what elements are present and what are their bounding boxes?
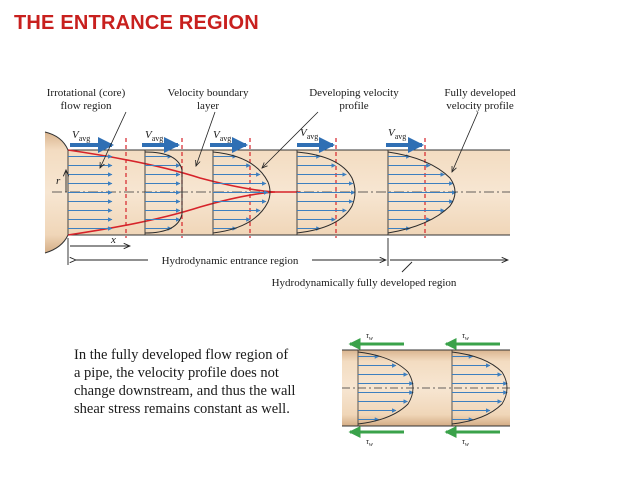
x-label: x: [110, 234, 116, 246]
label-developing-line1: Developing velocity: [309, 87, 399, 99]
label-fully-line2: velocity profile: [446, 100, 514, 112]
developed-region-label: Hydrodynamically fully developed region: [272, 277, 457, 289]
r-label: r: [56, 175, 61, 187]
velocity-profiles: [68, 154, 457, 231]
label-fully-line1: Fully developed: [444, 87, 516, 99]
region-dimensions: [76, 238, 508, 273]
shear-stress-arrows: [348, 338, 500, 438]
caption-line: shear stress remains constant as well.: [74, 401, 290, 417]
svg-text:τw: τw: [462, 437, 469, 448]
tau-w-label: τ: [462, 437, 466, 446]
svg-text:Vavg: Vavg: [388, 127, 406, 141]
caption-line: In the fully developed flow region of: [74, 347, 288, 363]
svg-text:Vavg: Vavg: [72, 129, 90, 143]
tau-w-label: τ: [366, 331, 370, 340]
v-avg-label: V: [72, 129, 80, 141]
label-core-line2: flow region: [60, 100, 112, 112]
v-avg-label: V: [213, 129, 221, 141]
tau-w-label: τ: [462, 331, 466, 340]
caption: In the fully developed flow region of a …: [74, 347, 295, 417]
caption-line: change downstream, and thus the wall: [74, 383, 295, 399]
svg-text:Vavg: Vavg: [145, 129, 163, 143]
page-title: THE ENTRANCE REGION: [14, 12, 259, 34]
v-avg-label: V: [300, 127, 308, 139]
svg-text:τw: τw: [462, 331, 469, 342]
fully-developed-diagram: τw τw τw τw: [342, 331, 510, 448]
svg-text:Vavg: Vavg: [300, 127, 318, 141]
bottom-profile-envelopes: [357, 351, 508, 425]
x-dimension: x: [67, 234, 130, 265]
label-boundary-line2: layer: [197, 100, 219, 112]
v-avg-label: V: [145, 129, 153, 141]
v-avg-label: V: [388, 127, 396, 139]
profile-envelopes: [144, 151, 456, 234]
svg-text:τw: τw: [366, 437, 373, 448]
entrance-region-label: Hydrodynamic entrance region: [162, 255, 299, 267]
svg-text:τw: τw: [366, 331, 373, 342]
bottom-velocity-profiles: [358, 354, 508, 422]
label-developing-line2: profile: [339, 100, 368, 112]
r-axis: r: [56, 170, 66, 192]
leader-lines: [100, 111, 479, 172]
entrance-region-diagram: Vavg Vavg Vavg Vavg Vavg Irrotational (c…: [44, 87, 516, 289]
v-avg-labels: Vavg Vavg Vavg Vavg Vavg: [72, 127, 406, 143]
tau-labels: τw τw τw τw: [366, 331, 469, 448]
label-boundary-line1: Velocity boundary: [168, 87, 249, 99]
svg-text:Vavg: Vavg: [213, 129, 231, 143]
label-core-line1: Irrotational (core): [47, 87, 126, 99]
caption-line: a pipe, the velocity profile does not: [74, 365, 279, 381]
tau-w-label: τ: [366, 437, 370, 446]
